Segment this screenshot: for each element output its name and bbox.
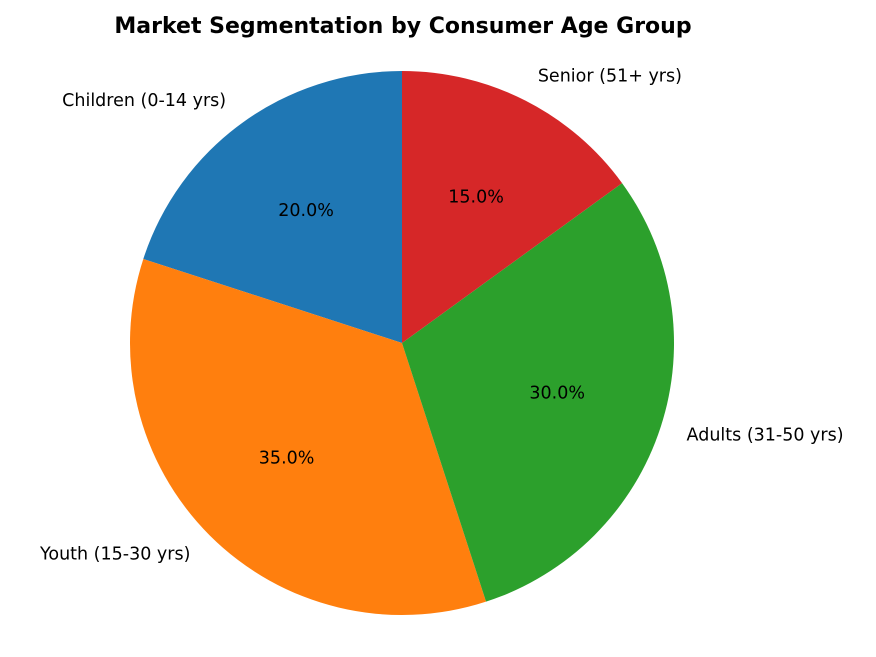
slice-percent-label: 20.0% [278, 201, 334, 221]
slice-percent-label: 30.0% [529, 383, 585, 403]
chart-title: Market Segmentation by Consumer Age Grou… [114, 14, 691, 39]
pie-slice [402, 183, 675, 602]
pie-slice [143, 71, 402, 343]
pie-slices [130, 71, 675, 615]
pie-labels: 20.0% Children (0-14 yrs) 35.0% Youth (15-3… [39, 66, 844, 564]
pie-slice [402, 71, 623, 343]
slice-category-label: Senior (51+ yrs) [538, 66, 682, 86]
slice-category-label: Adults (31-50 yrs) [687, 425, 844, 445]
slice-category-label: Youth (15-30 yrs) [39, 545, 190, 565]
slice-category-label: Children (0-14 yrs) [62, 91, 226, 111]
slice-percent-label: 15.0% [448, 188, 504, 208]
pie-slice [130, 258, 487, 615]
slice-percent-label: 35.0% [259, 448, 315, 468]
